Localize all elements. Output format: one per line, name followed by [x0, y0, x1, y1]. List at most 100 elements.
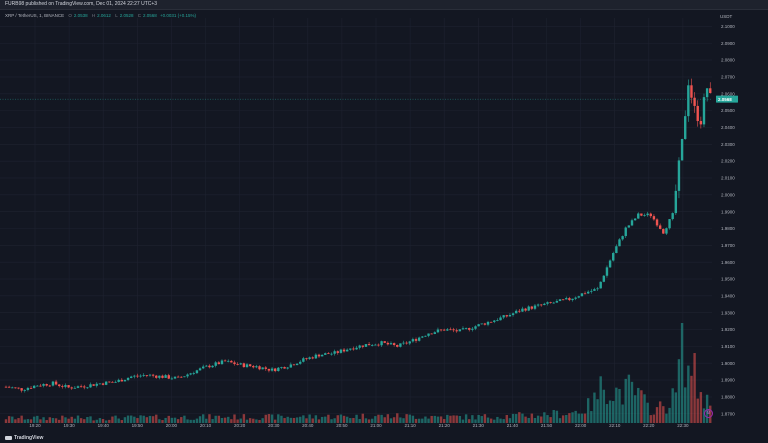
volume-bar — [461, 419, 465, 423]
volume-bar — [352, 417, 355, 423]
volume-bar — [480, 416, 483, 423]
volume-bar — [339, 414, 343, 423]
candle — [252, 366, 255, 368]
volume-bar — [527, 417, 530, 423]
y-tick-label: 2.1000 — [721, 24, 735, 29]
volume-bar — [405, 414, 408, 423]
candle — [593, 289, 596, 291]
volume-bar — [608, 400, 612, 423]
volume-bar — [4, 419, 8, 423]
volume-bar — [201, 414, 205, 423]
volume-bar — [533, 417, 537, 423]
candle — [79, 386, 83, 388]
candle — [702, 97, 706, 125]
candle — [20, 388, 23, 391]
candle — [180, 376, 183, 378]
candle — [324, 353, 327, 355]
volume-bar — [173, 417, 177, 423]
candle — [543, 303, 546, 306]
volume-bar — [14, 419, 17, 423]
volume-bar — [643, 394, 646, 423]
volume-bar — [558, 418, 562, 423]
candle — [151, 374, 155, 376]
volume-bar — [424, 416, 427, 423]
volume-bar — [612, 401, 615, 423]
volume-bar — [98, 418, 102, 423]
high-label: H — [91, 13, 96, 18]
volume-bar — [61, 415, 64, 423]
volume-bar — [145, 417, 149, 423]
y-tick-label: 1.9900 — [721, 209, 735, 214]
candle — [693, 97, 696, 106]
candle — [605, 267, 609, 276]
candle — [386, 342, 390, 345]
candle — [665, 228, 668, 234]
candle — [342, 349, 346, 352]
volume-bar — [433, 415, 437, 423]
x-tick-label: 19:30 — [63, 423, 75, 428]
y-tick-label: 2.0700 — [721, 75, 735, 80]
y-tick-label: 2.0200 — [721, 159, 735, 164]
candle — [183, 376, 186, 378]
candle — [443, 329, 446, 331]
candle — [170, 378, 174, 380]
volume-bar — [292, 417, 296, 423]
candle — [486, 321, 490, 325]
x-tick-label: 20:40 — [302, 423, 314, 428]
volume-bar — [223, 417, 227, 423]
volume-bar — [136, 418, 139, 423]
candle — [83, 386, 86, 388]
y-tick-label: 1.9700 — [721, 243, 735, 248]
volume-bar — [161, 420, 164, 423]
volume-bar — [67, 418, 70, 423]
candle — [39, 385, 42, 387]
candle — [14, 387, 17, 389]
volume-bar — [242, 414, 246, 423]
volume-bar — [646, 402, 649, 423]
candle — [349, 348, 352, 350]
candle — [399, 343, 402, 347]
volume-bar — [314, 415, 318, 423]
candle — [546, 302, 549, 304]
candle — [709, 88, 712, 94]
candle — [633, 218, 637, 221]
candle — [302, 358, 305, 362]
volume-bar — [302, 415, 305, 423]
candle — [176, 376, 180, 378]
candle — [452, 329, 455, 331]
volume-bar — [458, 415, 462, 423]
last-price-badge — [716, 95, 738, 103]
candle — [480, 323, 483, 325]
volume-bar — [139, 415, 142, 423]
volume-bar — [421, 418, 424, 423]
volume-bar — [273, 419, 277, 423]
symbol-label[interactable]: XRP / TetherUS, 1, BINANCE — [5, 13, 65, 18]
tradingview-logo[interactable]: TradingView — [5, 435, 43, 441]
volume-bar — [280, 415, 283, 423]
candle — [461, 328, 465, 330]
volume-bar — [180, 417, 183, 423]
volume-bar — [546, 415, 549, 423]
volume-bar — [239, 418, 242, 423]
candle — [396, 345, 399, 347]
y-tick-label: 2.0400 — [721, 125, 735, 130]
time-axis: 19:20 19:30 19:40 19:50 20:00 20:10 20:20 20:30… — [29, 423, 689, 428]
volume-bar — [104, 420, 108, 423]
candle — [677, 160, 681, 191]
candles — [4, 78, 712, 393]
volume-bar — [126, 415, 130, 423]
volume-bar — [483, 414, 487, 423]
candle — [139, 375, 142, 377]
settings-icon[interactable]: ⚙ — [704, 409, 713, 418]
volume-bar — [255, 419, 258, 423]
volume-bar — [299, 416, 302, 423]
volume-bar — [261, 418, 264, 423]
volume-bar — [690, 375, 693, 423]
volume-bar — [505, 415, 508, 423]
candle — [32, 385, 36, 389]
candle — [568, 298, 571, 301]
volume-bar — [270, 414, 274, 423]
grid-lines — [0, 18, 712, 423]
x-tick-label: 22:10 — [609, 423, 621, 428]
